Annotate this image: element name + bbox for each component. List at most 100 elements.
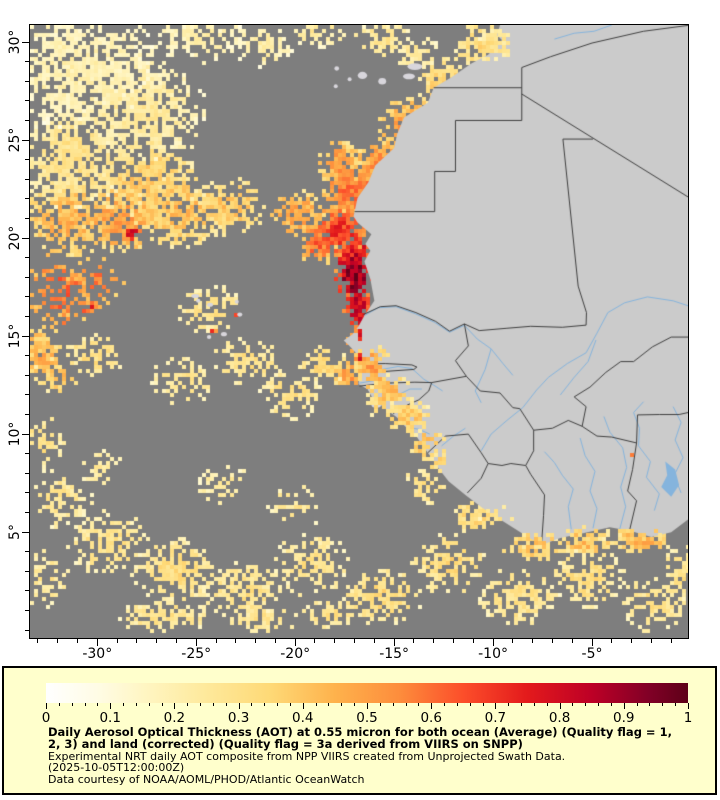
colorbar-tick-label: 0 — [41, 710, 51, 726]
x-axis-minor-tick — [472, 639, 474, 643]
y-axis-minor-tick — [25, 394, 29, 396]
colorbar-minor-tick — [469, 703, 471, 706]
colorbar-minor-tick — [341, 703, 343, 706]
colorbar-minor-tick — [379, 703, 381, 706]
y-axis-minor-tick — [25, 492, 29, 494]
x-axis-minor-tick — [571, 639, 573, 643]
colorbar-minor-tick — [482, 703, 484, 706]
colorbar-minor-tick — [71, 703, 73, 706]
x-axis-major-tick — [96, 639, 98, 646]
colorbar-minor-tick — [649, 703, 651, 706]
colorbar-major-tick — [495, 703, 497, 709]
aot-map-canvas — [30, 25, 688, 638]
x-axis-minor-tick — [452, 639, 454, 643]
y-axis-major-tick — [22, 531, 29, 533]
x-axis-minor-tick — [314, 639, 316, 643]
colorbar-minor-tick — [354, 703, 356, 706]
x-axis-minor-tick — [136, 639, 138, 643]
y-axis-tick-label: 10° — [7, 421, 23, 447]
colorbar-gradient — [46, 683, 688, 703]
colorbar-tick-label: 0.4 — [292, 710, 314, 726]
y-axis-minor-tick — [25, 590, 29, 592]
colorbar-major-tick — [174, 703, 176, 709]
x-axis-minor-tick — [255, 639, 257, 643]
y-axis-minor-tick — [25, 61, 29, 63]
colorbar-minor-tick — [84, 703, 86, 706]
colorbar-tick-label: 0.1 — [99, 710, 121, 726]
x-axis-major-tick — [591, 639, 593, 646]
y-axis-minor-tick — [25, 159, 29, 161]
y-axis-major-tick — [22, 237, 29, 239]
colorbar-minor-tick — [225, 703, 227, 706]
y-axis-minor-tick — [25, 472, 29, 474]
colorbar-minor-tick — [277, 703, 279, 706]
x-axis-minor-tick — [235, 639, 237, 643]
x-axis-minor-tick — [512, 639, 514, 643]
colorbar-major-tick — [688, 703, 689, 709]
x-axis-tick-label: -15° — [379, 646, 410, 662]
x-axis-minor-tick — [611, 639, 613, 643]
colorbar-minor-tick — [135, 703, 137, 706]
x-axis-major-tick — [195, 639, 197, 646]
y-axis-major-tick — [22, 335, 29, 337]
x-axis-minor-tick — [551, 639, 553, 643]
x-axis-minor-tick — [433, 639, 435, 643]
x-axis-minor-tick — [116, 639, 118, 643]
x-axis-minor-tick — [37, 639, 39, 643]
colorbar-minor-tick — [264, 703, 266, 706]
x-axis-tick-label: -5° — [581, 646, 603, 662]
y-axis-major-tick — [22, 41, 29, 43]
colorbar-minor-tick — [585, 703, 587, 706]
colorbar-minor-tick — [636, 703, 638, 706]
colorbar-minor-tick — [533, 703, 535, 706]
colorbar-tick-label: 1 — [683, 710, 693, 726]
colorbar-minor-tick — [675, 703, 677, 706]
x-axis-minor-tick — [373, 639, 375, 643]
caption-block: Daily Aerosol Optical Thickness (AOT) at… — [48, 726, 708, 787]
x-axis-minor-tick — [76, 639, 78, 643]
y-axis-minor-tick — [25, 198, 29, 200]
caption-line-4: (2025-10-05T12:00:00Z) — [48, 761, 185, 775]
y-axis-minor-tick — [25, 453, 29, 455]
colorbar-minor-tick — [456, 703, 458, 706]
x-axis-minor-tick — [532, 639, 534, 643]
x-axis-tick-label: -30° — [82, 646, 113, 662]
colorbar-minor-tick — [58, 703, 60, 706]
x-axis-major-tick — [294, 639, 296, 646]
x-axis-major-tick — [393, 639, 395, 646]
x-axis-minor-tick — [334, 639, 336, 643]
x-axis-minor-tick — [274, 639, 276, 643]
x-axis-minor-tick — [215, 639, 217, 643]
colorbar-major-tick — [46, 703, 47, 709]
y-axis-major-tick — [22, 139, 29, 141]
colorbar-minor-tick — [148, 703, 150, 706]
colorbar-major-tick — [110, 703, 112, 709]
y-axis-minor-tick — [25, 316, 29, 317]
colorbar-minor-tick — [598, 703, 600, 706]
caption-line-5: Data courtesy of NOAA/AOML/PHOD/Atlantic… — [48, 773, 365, 787]
colorbar-tick-label: 0.9 — [613, 710, 635, 726]
y-axis-minor-tick — [25, 276, 29, 278]
x-axis-minor-tick — [670, 639, 672, 643]
colorbar-minor-tick — [315, 703, 317, 706]
colorbar-minor-tick — [444, 703, 446, 706]
y-axis-minor-tick — [25, 629, 29, 631]
y-axis-minor-tick — [25, 257, 29, 259]
y-axis-minor-tick — [25, 512, 29, 514]
colorbar-minor-tick — [200, 703, 202, 706]
y-axis-minor-tick — [25, 414, 29, 416]
x-axis-major-tick — [492, 639, 494, 646]
colorbar-minor-tick — [508, 703, 510, 706]
colorbar-minor-tick — [546, 703, 548, 706]
colorbar-tick-label: 0.3 — [227, 710, 250, 726]
colorbar-tick-label: 0.6 — [420, 710, 442, 726]
y-axis-minor-tick — [25, 551, 29, 553]
x-axis-tick-label: -10° — [478, 646, 508, 662]
colorbar-major-tick — [367, 703, 368, 709]
y-axis-tick-label: 5° — [7, 524, 23, 541]
x-axis-minor-tick — [413, 639, 415, 643]
colorbar-major-tick — [238, 703, 240, 709]
colorbar-minor-tick — [289, 703, 291, 706]
x-axis-minor-tick — [156, 639, 158, 643]
colorbar-major-tick — [559, 703, 561, 709]
